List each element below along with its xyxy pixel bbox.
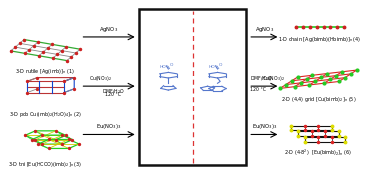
Text: 2-D (4,4) grid [Cu(bimb)$_2$]$_n$ (5): 2-D (4,4) grid [Cu(bimb)$_2$]$_n$ (5): [280, 95, 356, 104]
Text: 3-D pcb Cu(imb)$_2$(H$_2$O)$_4$]$_n$ (2): 3-D pcb Cu(imb)$_2$(H$_2$O)$_4$]$_n$ (2): [9, 110, 82, 119]
Text: O: O: [219, 63, 223, 67]
Text: Cu(NO$_3$)$_2$: Cu(NO$_3$)$_2$: [262, 74, 285, 83]
Text: DMF/H$_2$O: DMF/H$_2$O: [102, 87, 124, 96]
Text: AgNO$_3$: AgNO$_3$: [99, 25, 118, 34]
Text: DMF/H$_2$O: DMF/H$_2$O: [250, 74, 273, 83]
Text: 2-D (4·8$^2$)  [Eu(bimb)$_2$]$_n$ (6): 2-D (4·8$^2$) [Eu(bimb)$_2$]$_n$ (6): [284, 148, 352, 158]
Text: 1-D chain [Ag(bimb)(Hbimb)]$_n$ (4): 1-D chain [Ag(bimb)(Hbimb)]$_n$ (4): [279, 35, 362, 44]
Text: Eu(NO$_3$)$_3$: Eu(NO$_3$)$_3$: [252, 122, 277, 131]
Text: 120 °C: 120 °C: [250, 87, 266, 92]
Text: HO: HO: [209, 65, 215, 69]
Text: 120 °C: 120 °C: [105, 92, 121, 97]
Text: AgNO$_3$: AgNO$_3$: [255, 25, 274, 34]
Bar: [139, 9, 246, 165]
Text: Eu(NO$_3$)$_3$: Eu(NO$_3$)$_3$: [96, 122, 122, 131]
Text: O: O: [170, 63, 174, 67]
Text: 3-D tni [Eu(HCOO)(imb)$_2$]$_n$ (3): 3-D tni [Eu(HCOO)(imb)$_2$]$_n$ (3): [8, 160, 83, 169]
Text: HO: HO: [160, 65, 166, 69]
Text: 3-D rutile [Ag(imb)]$_n$ (1): 3-D rutile [Ag(imb)]$_n$ (1): [15, 67, 76, 76]
Text: Cu(NO$_3$)$_2$: Cu(NO$_3$)$_2$: [88, 74, 112, 83]
